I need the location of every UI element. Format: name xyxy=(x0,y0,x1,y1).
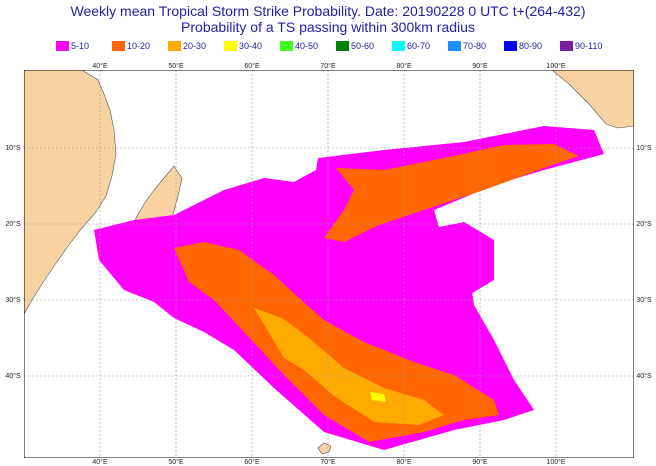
lat-tick-label: 10°S xyxy=(636,144,652,152)
lon-tick-label: 40°E xyxy=(92,458,108,466)
lat-tick-label: 40°S xyxy=(636,372,652,380)
lat-tick-label: 40°S xyxy=(5,372,21,380)
lon-tick-label: 60°E xyxy=(244,458,260,466)
contour-30-40 xyxy=(370,392,386,402)
legend-swatch xyxy=(168,41,181,51)
lat-tick-label: 30°S xyxy=(636,296,652,304)
lon-tick-label: 70°E xyxy=(320,458,336,466)
legend-swatch xyxy=(280,41,293,51)
legend-label: 20-30 xyxy=(183,41,207,51)
legend-label: 5-10 xyxy=(71,41,90,51)
contour-5-10 xyxy=(94,126,604,450)
contour-20-30 xyxy=(254,308,444,425)
legend-swatch xyxy=(336,41,349,51)
lon-tick-label: 60°E xyxy=(244,62,260,70)
africa-land xyxy=(24,70,117,315)
legend-swatch xyxy=(56,41,69,51)
legend-swatch xyxy=(392,41,405,51)
legend-label: 70-80 xyxy=(463,41,487,51)
legend-label: 10-20 xyxy=(127,41,151,51)
lon-tick-label: 40°E xyxy=(92,62,108,70)
legend-swatch xyxy=(224,41,237,51)
lon-tick-label: 90°E xyxy=(472,62,488,70)
probability-fields xyxy=(94,126,604,450)
legend-label: 30-40 xyxy=(239,41,263,51)
lon-tick-label: 100°E xyxy=(546,62,565,70)
lon-tick-label: 90°E xyxy=(472,458,488,466)
map-title: Weekly mean Tropical Storm Strike Probab… xyxy=(70,3,586,19)
legend-swatch xyxy=(448,41,461,51)
lat-ticks-right: 10°S 20°S 30°S 40°S xyxy=(636,144,652,380)
lon-tick-label: 80°E xyxy=(396,458,412,466)
legend-label: 50-60 xyxy=(351,41,375,51)
legend-label: 90-110 xyxy=(575,41,603,51)
lon-tick-label: 70°E xyxy=(320,62,336,70)
graticule xyxy=(24,70,634,458)
legend-label: 80-90 xyxy=(519,41,543,51)
lon-tick-label: 100°E xyxy=(546,458,565,466)
lat-ticks-left: 10°S 20°S 30°S 40°S xyxy=(5,144,21,380)
legend-swatch xyxy=(560,41,573,51)
map-subtitle: Probability of a TS passing within 300km… xyxy=(181,19,475,35)
contour-5-10-east xyxy=(424,222,494,295)
legend-swatch xyxy=(504,41,517,51)
lat-tick-label: 30°S xyxy=(5,296,21,304)
contour-10-20 xyxy=(174,144,579,442)
lat-tick-label: 20°S xyxy=(636,220,652,228)
lat-tick-label: 10°S xyxy=(5,144,21,152)
lon-tick-label: 50°E xyxy=(168,458,184,466)
legend-label: 40-50 xyxy=(295,41,319,51)
lon-tick-label: 50°E xyxy=(168,62,184,70)
sumatra-land xyxy=(551,70,634,129)
probability-map: 40°E 50°E 60°E 70°E 80°E 90°E 100°E xyxy=(24,70,634,458)
legend-label: 60-70 xyxy=(407,41,431,51)
lon-tick-label: 80°E xyxy=(396,62,412,70)
lat-tick-label: 20°S xyxy=(5,220,21,228)
legend-swatch xyxy=(112,41,125,51)
lon-ticks-top-outer: 40°E 50°E 60°E 70°E 80°E 90°E 100°E xyxy=(92,62,566,70)
lon-ticks-bottom: 40°E 50°E 60°E 70°E 80°E 90°E 100°E xyxy=(92,458,566,466)
